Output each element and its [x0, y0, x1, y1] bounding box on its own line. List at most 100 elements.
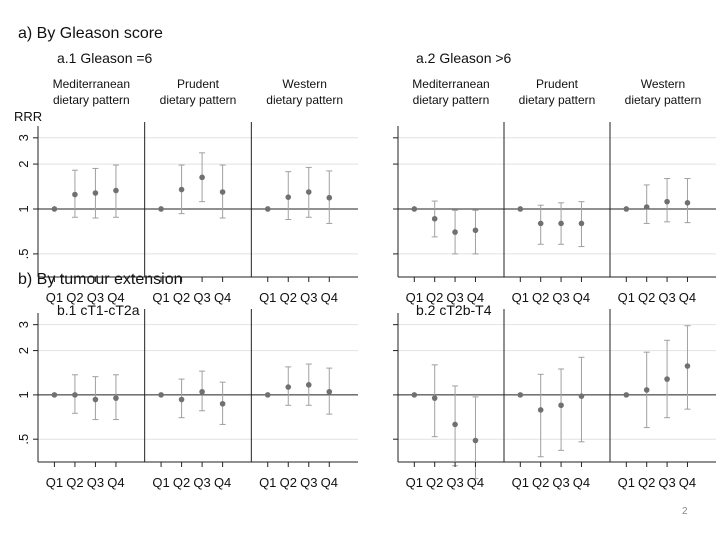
x-tick-label: Q1: [152, 475, 169, 490]
x-tick-label: Q1: [618, 290, 635, 305]
x-tick-label: Q2: [638, 475, 655, 490]
data-point: [517, 206, 524, 212]
x-tick-label: Q1: [512, 290, 529, 305]
data-point: [472, 227, 479, 234]
section-a-heading: a) By Gleason score: [18, 25, 163, 42]
panel-2: a.2 Gleason >6 Mediterranean dietary patte…: [393, 50, 716, 305]
data-point: [411, 392, 418, 398]
x-tick-label: Q4: [679, 475, 696, 490]
data-point: [219, 400, 226, 407]
x-tick-label: Q4: [321, 475, 338, 490]
x-tick-label: Q4: [573, 475, 590, 490]
x-tick-label: Q2: [426, 475, 443, 490]
x-tick-label: Q2: [532, 290, 549, 305]
y-tick-label: 2: [16, 347, 31, 354]
page-number: 2: [682, 506, 688, 517]
x-tick-label: Q1: [259, 475, 276, 490]
series-3: Q1 Q2 Q3 Q4: [250, 309, 338, 490]
data-point: [537, 220, 544, 227]
data-point: [285, 384, 292, 390]
data-point: [326, 194, 333, 201]
x-tick-label: Q3: [552, 475, 569, 490]
x-tick-label: Q2: [173, 290, 190, 305]
pattern-label: Mediterranean: [53, 77, 130, 91]
data-point: [92, 190, 99, 196]
x-tick-label: Q4: [214, 290, 231, 305]
pattern-label: Prudent: [177, 77, 220, 91]
x-tick-label: Q3: [446, 475, 463, 490]
data-point: [51, 392, 58, 398]
x-tick-label: Q2: [280, 475, 297, 490]
x-tick-label: Q2: [280, 290, 297, 305]
data-point: [664, 198, 670, 205]
panel-title: b.1 cT1-cT2a: [57, 302, 140, 318]
data-point: [178, 186, 185, 193]
data-point: [113, 395, 119, 401]
data-point: [113, 187, 119, 194]
series-1: Q1 Q2 Q3 Q4: [46, 374, 125, 490]
data-point: [158, 392, 164, 398]
data-point: [158, 206, 164, 212]
x-tick-label: Q4: [214, 475, 231, 490]
pattern-label: Western: [282, 77, 326, 91]
pattern-label: Prudent: [536, 77, 579, 91]
x-tick-label: Q4: [321, 290, 338, 305]
data-point: [326, 388, 333, 395]
x-tick-label: Q2: [532, 475, 549, 490]
y-tick-label: 1: [16, 391, 31, 398]
y-axis-label: RRR: [14, 109, 42, 124]
series-2: Q1 Q2 Q3 Q4: [503, 309, 590, 490]
pattern-label: dietary pattern: [266, 93, 343, 107]
panel-title: a.1 Gleason =6: [57, 50, 153, 66]
data-point: [51, 206, 58, 212]
x-tick-label: Q1: [406, 290, 423, 305]
x-tick-label: Q3: [658, 475, 675, 490]
data-point: [643, 387, 650, 393]
data-point: [558, 402, 564, 409]
x-tick-label: Q3: [446, 290, 463, 305]
data-point: [199, 174, 205, 181]
y-tick-label: .5: [16, 434, 31, 445]
x-tick-label: Q2: [426, 290, 443, 305]
pattern-label: Western: [641, 77, 685, 91]
data-point: [411, 206, 418, 212]
data-point: [643, 204, 650, 210]
data-point: [558, 220, 564, 227]
panel-title: a.2 Gleason >6: [416, 50, 512, 66]
panel-title: b.2 cT2b-T4: [416, 302, 492, 318]
x-tick-label: Q1: [46, 290, 63, 305]
y-tick-label: 3: [16, 134, 31, 141]
x-tick-label: Q1: [512, 475, 529, 490]
data-point: [578, 220, 585, 227]
data-point: [72, 191, 78, 198]
x-tick-label: Q4: [467, 475, 484, 490]
series-2: Q1 Q2 Q3 Q4: [144, 309, 231, 490]
data-point: [72, 392, 78, 398]
data-point: [664, 376, 670, 382]
data-point: [623, 206, 630, 212]
series-3: Q1 Q2 Q3 Q4: [609, 309, 696, 490]
x-tick-label: Q2: [173, 475, 190, 490]
pattern-label: dietary pattern: [625, 93, 702, 107]
data-point: [452, 229, 458, 235]
x-tick-label: Q4: [573, 290, 590, 305]
data-point: [178, 396, 185, 403]
x-tick-label: Q3: [658, 290, 675, 305]
pattern-label: Mediterranean: [412, 77, 489, 91]
x-tick-label: Q3: [193, 475, 210, 490]
data-point: [452, 421, 458, 428]
data-point: [264, 392, 271, 398]
x-tick-label: Q3: [87, 290, 104, 305]
x-tick-label: Q1: [618, 475, 635, 490]
x-tick-label: Q1: [406, 475, 423, 490]
x-tick-label: Q1: [259, 290, 276, 305]
